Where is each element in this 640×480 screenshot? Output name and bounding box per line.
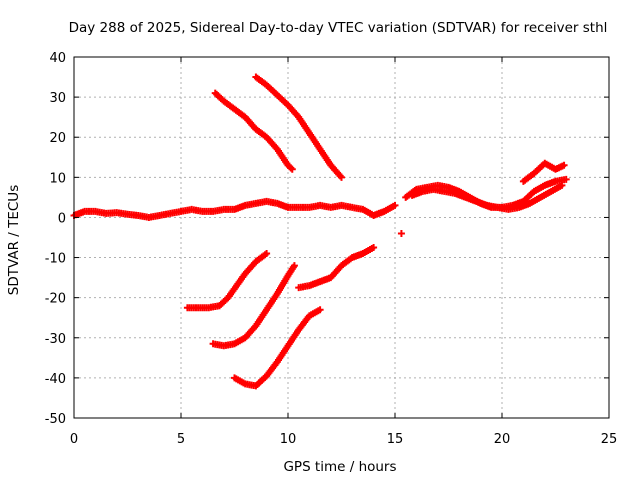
- data-point: [391, 201, 399, 209]
- x-axis-ticks: 0 5 10 15 20 25: [70, 57, 617, 447]
- data-point: [370, 244, 378, 252]
- y-tick-label: -50: [45, 412, 66, 427]
- grid-lines: [74, 57, 609, 418]
- data-point: [290, 262, 298, 270]
- x-tick-label: 25: [601, 432, 618, 447]
- data-point: [263, 250, 271, 258]
- y-tick-label: 30: [49, 91, 66, 106]
- data-point: [338, 173, 345, 181]
- x-tick-label: 10: [280, 432, 297, 447]
- plot-frame: [73, 56, 610, 419]
- data-point: [288, 165, 296, 173]
- x-tick-label: 20: [494, 432, 511, 447]
- data-point: [316, 306, 324, 314]
- y-axis-label: SDTVAR / TECUs: [6, 185, 22, 295]
- data-point: [558, 181, 566, 189]
- data-point: [560, 161, 568, 169]
- y-tick-label: 0: [58, 211, 66, 226]
- data-point: [397, 229, 405, 237]
- x-tick-label: 0: [70, 432, 78, 447]
- y-tick-label: 20: [49, 131, 66, 146]
- data-point: [562, 175, 570, 183]
- y-axis-ticks: -50 -40 -30 -20 -10 0 10 20 30 40: [45, 51, 609, 427]
- chart-title: Day 288 of 2025, Sidereal Day-to-day VTE…: [69, 20, 608, 36]
- y-tick-label: -10: [45, 252, 66, 267]
- y-tick-label: 40: [49, 51, 66, 66]
- y-tick-label: -40: [45, 372, 66, 387]
- y-tick-label: -20: [45, 292, 66, 307]
- x-axis-label: GPS time / hours: [283, 459, 396, 475]
- y-tick-label: 10: [49, 171, 66, 186]
- data-points: [70, 73, 570, 390]
- x-tick-label: 15: [387, 432, 404, 447]
- y-tick-label: -30: [45, 332, 66, 347]
- x-tick-label: 5: [177, 432, 185, 447]
